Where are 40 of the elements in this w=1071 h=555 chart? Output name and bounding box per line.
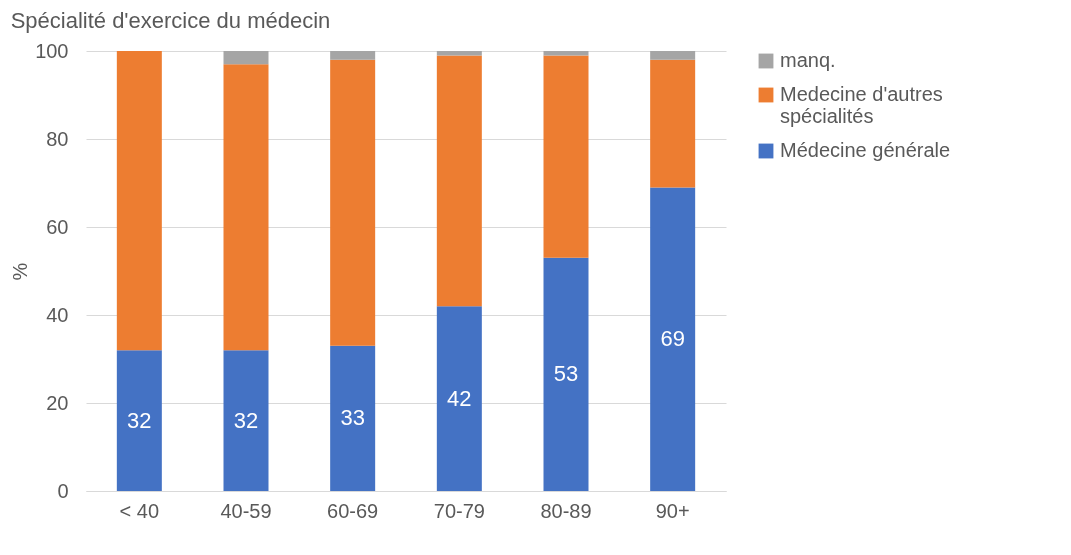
data-label: 32 — [233, 407, 259, 433]
y-tick-label: 60 — [46, 215, 69, 238]
y-tick-label: 20 — [46, 391, 69, 414]
x-tick-label: < 40 — [119, 499, 160, 522]
data-label: 33 — [340, 405, 365, 431]
data-label: 69 — [660, 326, 685, 352]
bar — [116, 51, 162, 351]
bar — [330, 51, 376, 60]
y-tick-label: 0 — [57, 479, 69, 502]
x-tick-label: 80-89 — [540, 499, 592, 522]
bar — [543, 51, 589, 56]
bar — [650, 59, 696, 188]
bar — [436, 55, 482, 307]
y-tick-label: 80 — [46, 127, 69, 150]
bar — [330, 345, 376, 491]
bar — [650, 51, 696, 60]
bar — [116, 350, 162, 491]
bar — [650, 187, 696, 491]
data-label: 32 — [127, 407, 152, 433]
bar — [543, 55, 589, 258]
bar — [436, 306, 482, 491]
data-label: 42 — [447, 385, 472, 411]
y-tick-label: 40 — [46, 303, 69, 326]
bar — [223, 350, 269, 491]
bar — [436, 51, 482, 56]
y-axis-title: % — [9, 262, 32, 281]
bar — [330, 59, 376, 346]
legend-label: manq. — [780, 49, 836, 71]
y-tick-label: 100 — [35, 39, 69, 62]
x-tick-label: 40-59 — [220, 499, 272, 522]
x-tick-label: 60-69 — [327, 499, 379, 522]
x-tick-label: 90+ — [655, 499, 690, 522]
legend-label: Medecine d'autres spécialités — [780, 83, 943, 127]
bar — [543, 257, 589, 491]
data-label: 53 — [553, 361, 579, 387]
x-tick-label: 70-79 — [433, 499, 485, 522]
bar — [223, 64, 269, 351]
bar — [223, 51, 269, 65]
chart-title: Spécialité d'exercice du médecin — [10, 8, 331, 33]
legend-label: Médecine générale — [780, 139, 951, 161]
